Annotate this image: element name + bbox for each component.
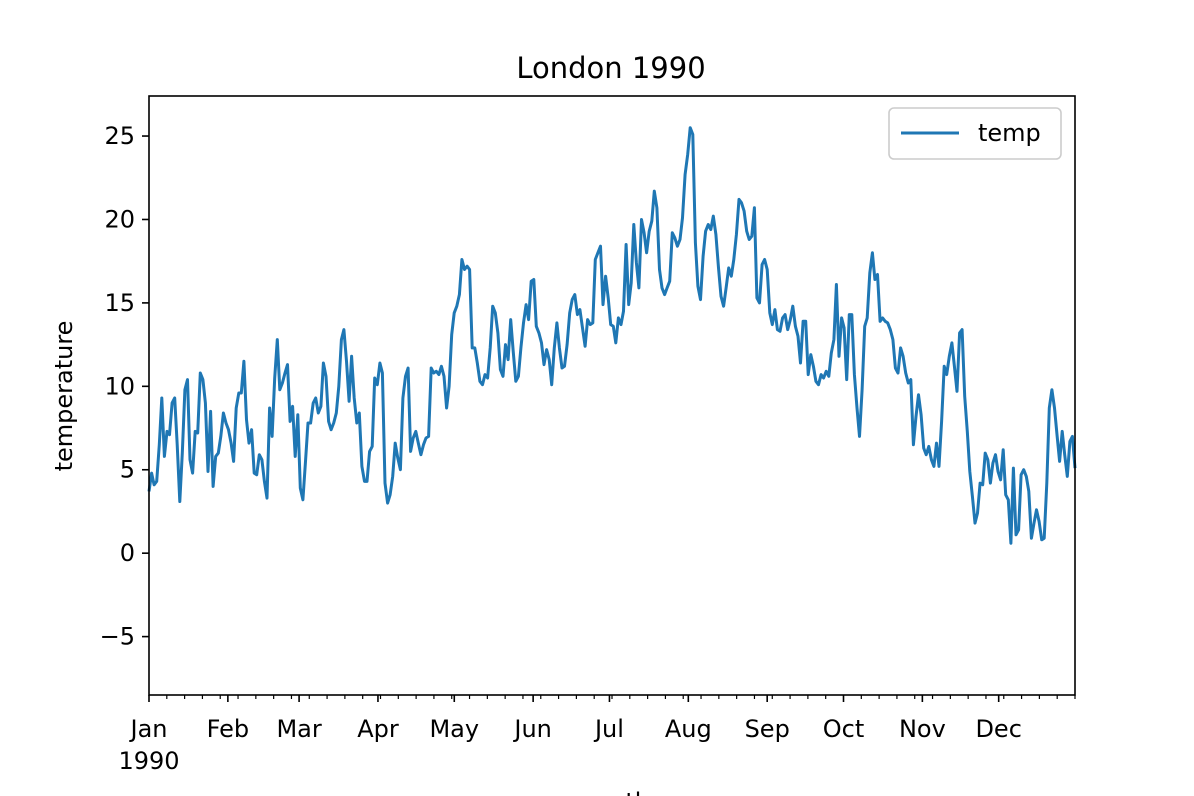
x-tick-label: Mar (276, 715, 321, 743)
x-tick-label: Jun (512, 715, 552, 743)
x-tick-sublabel: 1990 (118, 747, 179, 775)
x-tick-label: Feb (207, 715, 250, 743)
x-axis: Jan 1990 Feb Mar Apr May Jun Jul Aug Sep Oct Nov Dec (118, 695, 1076, 775)
chart-title: London 1990 (516, 51, 705, 85)
x-tick-label: Oct (823, 715, 865, 743)
y-tick-label: 5 (120, 456, 135, 484)
x-tick-label: Nov (899, 715, 946, 743)
y-tick-label: 25 (104, 122, 135, 150)
x-tick-label: Apr (357, 715, 399, 743)
x-tick-label: Jan (129, 715, 168, 743)
legend: temp (888, 107, 1062, 160)
x-tick-label: Aug (665, 715, 712, 743)
plot-frame (148, 95, 1076, 696)
x-tick-label: Dec (975, 715, 1021, 743)
x-tick-label: May (429, 715, 479, 743)
x-tick-label: Sep (745, 715, 790, 743)
legend-box (888, 107, 1062, 160)
y-tick-label: −5 (100, 623, 135, 651)
y-axis: −5 0 5 10 15 20 25 (100, 122, 149, 651)
x-tick-label: Jul (593, 715, 624, 743)
y-tick-label: 15 (104, 289, 135, 317)
y-tick-label: 20 (104, 205, 135, 233)
y-tick-label: 0 (120, 539, 135, 567)
series-line-temp (147, 126, 1077, 545)
y-tick-label: 10 (104, 372, 135, 400)
x-axis-label: month (572, 788, 650, 796)
y-axis-label: temperature (50, 321, 78, 472)
legend-label-temp: temp (978, 119, 1041, 147)
